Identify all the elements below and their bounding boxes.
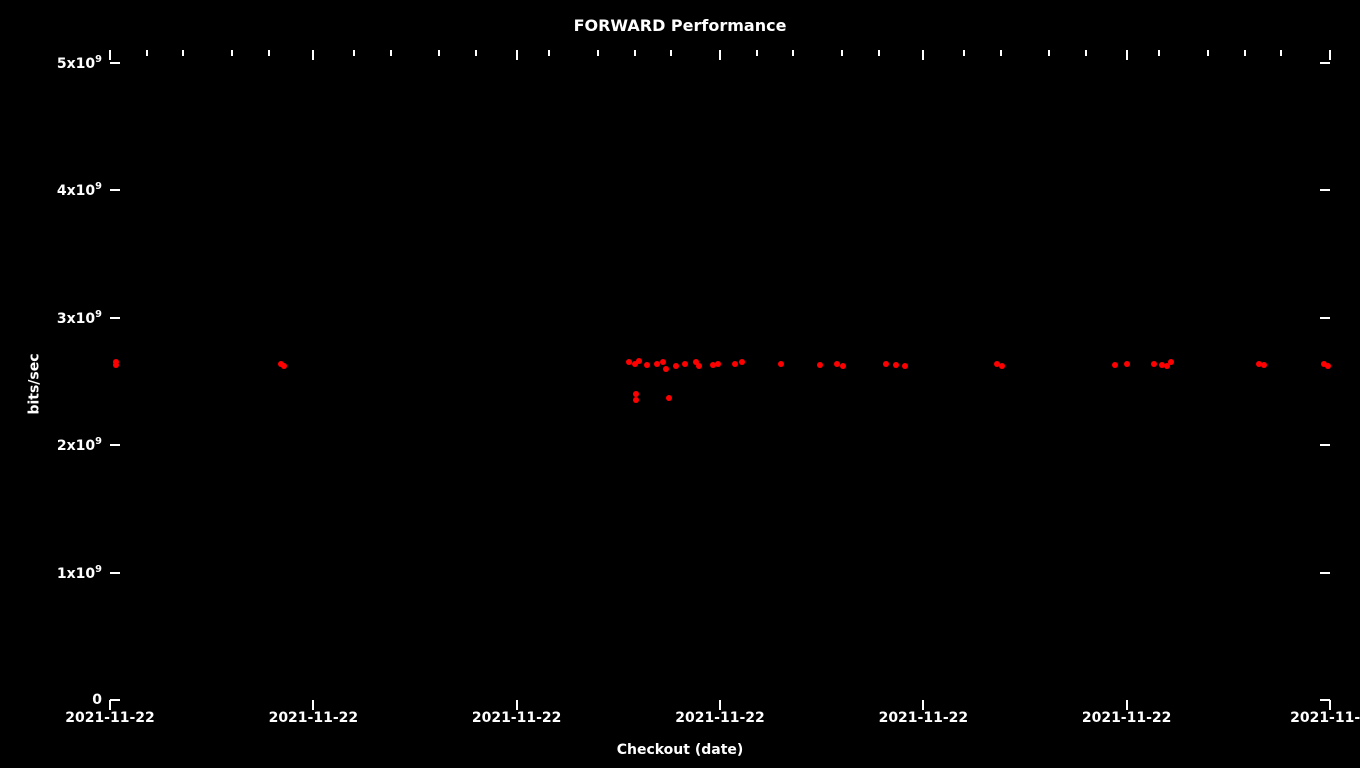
y-tick-mark [1320,62,1330,64]
x-tick-mark [516,50,518,60]
y-tick-mark [110,699,120,701]
data-point [1112,362,1118,368]
x-minor-tick-mark [146,50,148,56]
data-point [682,361,688,367]
y-tick-mark [110,62,120,64]
data-point [883,361,889,367]
data-point [696,363,702,369]
data-point [834,361,840,367]
data-point [732,361,738,367]
x-tick-mark [1329,50,1331,60]
x-tick-label: 2021-11-22 [65,710,155,726]
x-tick-mark [1126,50,1128,60]
x-minor-tick-mark [1158,50,1160,56]
x-minor-tick-mark [182,50,184,56]
data-point [633,391,639,397]
data-point [660,359,666,365]
x-minor-tick-mark [634,50,636,56]
x-tick-label: 2021-11-2 [1290,710,1360,726]
x-tick-mark [109,700,111,710]
x-minor-tick-mark [878,50,880,56]
x-minor-tick-mark [841,50,843,56]
chart-title: FORWARD Performance [0,16,1360,35]
x-minor-tick-mark [756,50,758,56]
x-tick-mark [1126,700,1128,710]
data-point [817,362,823,368]
data-point [778,361,784,367]
data-point [739,359,745,365]
x-tick-label: 2021-11-22 [472,710,562,726]
x-minor-tick-mark [1280,50,1282,56]
x-tick-label: 2021-11-22 [675,710,765,726]
y-tick-mark [110,444,120,446]
x-minor-tick-mark [268,50,270,56]
data-point [1325,363,1331,369]
y-tick-label: 5x109 [57,54,102,72]
x-minor-tick-mark [1000,50,1002,56]
x-minor-tick-mark [963,50,965,56]
data-point [633,397,639,403]
data-point [1168,359,1174,365]
y-tick-mark [1320,317,1330,319]
data-point [840,363,846,369]
x-minor-tick-mark [548,50,550,56]
y-tick-mark [1320,444,1330,446]
data-point [1151,361,1157,367]
y-tick-label: 0 [92,692,102,708]
data-point [715,361,721,367]
x-tick-mark [922,700,924,710]
data-point [654,361,660,367]
x-tick-mark [516,700,518,710]
x-minor-tick-mark [438,50,440,56]
x-minor-tick-mark [1048,50,1050,56]
x-minor-tick-mark [1244,50,1246,56]
data-point [902,363,908,369]
data-point [1124,361,1130,367]
data-point [893,362,899,368]
data-point [626,359,632,365]
x-tick-mark [719,700,721,710]
x-tick-label: 2021-11-22 [269,710,359,726]
y-tick-label: 3x109 [57,309,102,327]
x-tick-mark [719,50,721,60]
data-point [999,363,1005,369]
y-axis-label: bits/sec [27,353,43,414]
x-tick-label: 2021-11-22 [879,710,969,726]
data-point [673,363,679,369]
y-tick-label: 1x109 [57,564,102,582]
y-tick-mark [1320,572,1330,574]
x-tick-label: 2021-11-22 [1082,710,1172,726]
x-axis-label: Checkout (date) [0,742,1360,758]
chart-container: FORWARD Performance bits/sec Checkout (d… [0,0,1360,768]
data-point [644,362,650,368]
data-point [666,395,672,401]
data-point [663,366,669,372]
x-tick-mark [922,50,924,60]
y-tick-mark [1320,189,1330,191]
x-tick-mark [312,50,314,60]
plot-area [110,50,1330,700]
y-tick-mark [110,317,120,319]
data-point [636,358,642,364]
y-tick-label: 2x109 [57,436,102,454]
x-minor-tick-mark [390,50,392,56]
x-tick-mark [109,50,111,60]
data-point [281,363,287,369]
x-tick-mark [312,700,314,710]
x-minor-tick-mark [792,50,794,56]
x-minor-tick-mark [1085,50,1087,56]
x-minor-tick-mark [475,50,477,56]
x-tick-mark [1329,700,1331,710]
x-minor-tick-mark [231,50,233,56]
x-minor-tick-mark [353,50,355,56]
data-point [1261,362,1267,368]
x-minor-tick-mark [1207,50,1209,56]
x-minor-tick-mark [670,50,672,56]
y-tick-mark [110,572,120,574]
y-tick-mark [110,189,120,191]
x-minor-tick-mark [597,50,599,56]
y-tick-label: 4x109 [57,181,102,199]
data-point [113,362,119,368]
